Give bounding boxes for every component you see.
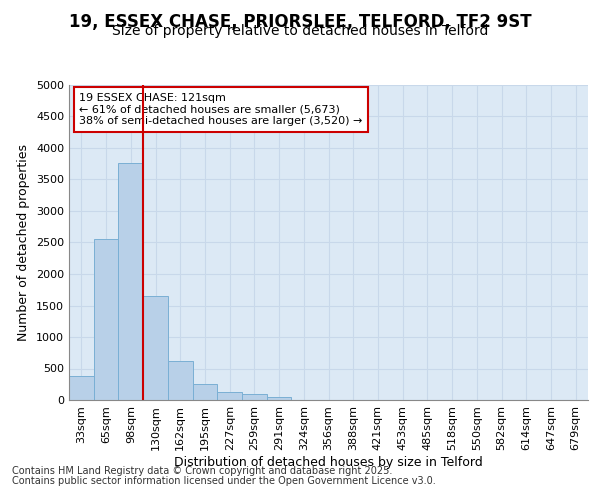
Bar <box>168 361 193 400</box>
Bar <box>118 163 143 400</box>
Bar <box>143 296 168 400</box>
Text: Size of property relative to detached houses in Telford: Size of property relative to detached ho… <box>112 24 488 38</box>
Bar <box>69 376 94 400</box>
Bar <box>94 240 118 400</box>
Text: Contains HM Land Registry data © Crown copyright and database right 2025.: Contains HM Land Registry data © Crown c… <box>12 466 392 476</box>
X-axis label: Distribution of detached houses by size in Telford: Distribution of detached houses by size … <box>174 456 483 468</box>
Bar <box>193 384 217 400</box>
Y-axis label: Number of detached properties: Number of detached properties <box>17 144 31 341</box>
Text: 19, ESSEX CHASE, PRIORSLEE, TELFORD, TF2 9ST: 19, ESSEX CHASE, PRIORSLEE, TELFORD, TF2… <box>68 12 532 30</box>
Bar <box>267 397 292 400</box>
Bar <box>242 394 267 400</box>
Bar <box>217 392 242 400</box>
Text: 19 ESSEX CHASE: 121sqm
← 61% of detached houses are smaller (5,673)
38% of semi-: 19 ESSEX CHASE: 121sqm ← 61% of detached… <box>79 93 363 126</box>
Text: Contains public sector information licensed under the Open Government Licence v3: Contains public sector information licen… <box>12 476 436 486</box>
